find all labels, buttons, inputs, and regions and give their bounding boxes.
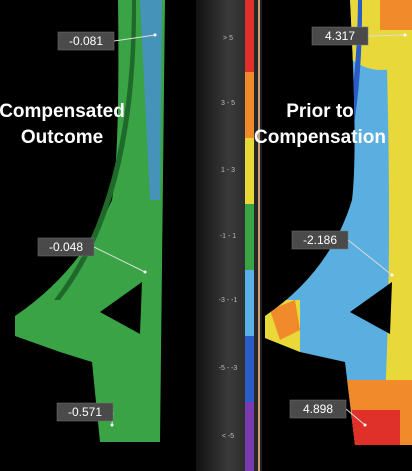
leader-dot — [364, 424, 367, 427]
leader-dot — [404, 34, 407, 37]
heading: Compensated — [0, 101, 125, 122]
callout-value: 4.317 — [325, 29, 355, 43]
color-bar — [245, 0, 254, 471]
screenshot: Compensated Outcome Prior to Compensatio… — [0, 0, 412, 471]
legend-label: < -5 — [222, 433, 234, 440]
leader-dot — [391, 274, 394, 277]
heading: Outcome — [21, 127, 103, 148]
callout-value: -0.571 — [68, 405, 102, 419]
callout-value: -2.186 — [303, 233, 337, 247]
heading: Prior to — [286, 101, 354, 122]
heading: Compensation — [254, 127, 386, 148]
legend-label: 1 - 3 — [221, 167, 235, 174]
callout-value: -0.081 — [69, 34, 103, 48]
leader-dot — [144, 271, 147, 274]
legend-label: 3 - 5 — [221, 100, 235, 107]
legend-label: -5 - -3 — [219, 365, 238, 372]
leader-dot — [154, 34, 157, 37]
legend-label: -3 - -1 — [219, 297, 238, 304]
callout-value: 4.898 — [303, 402, 333, 416]
legend-label: > 5 — [223, 35, 233, 42]
callout-value: -0.048 — [49, 240, 83, 254]
legend-label: -1 - 1 — [220, 233, 236, 240]
leader-dot — [111, 424, 114, 427]
